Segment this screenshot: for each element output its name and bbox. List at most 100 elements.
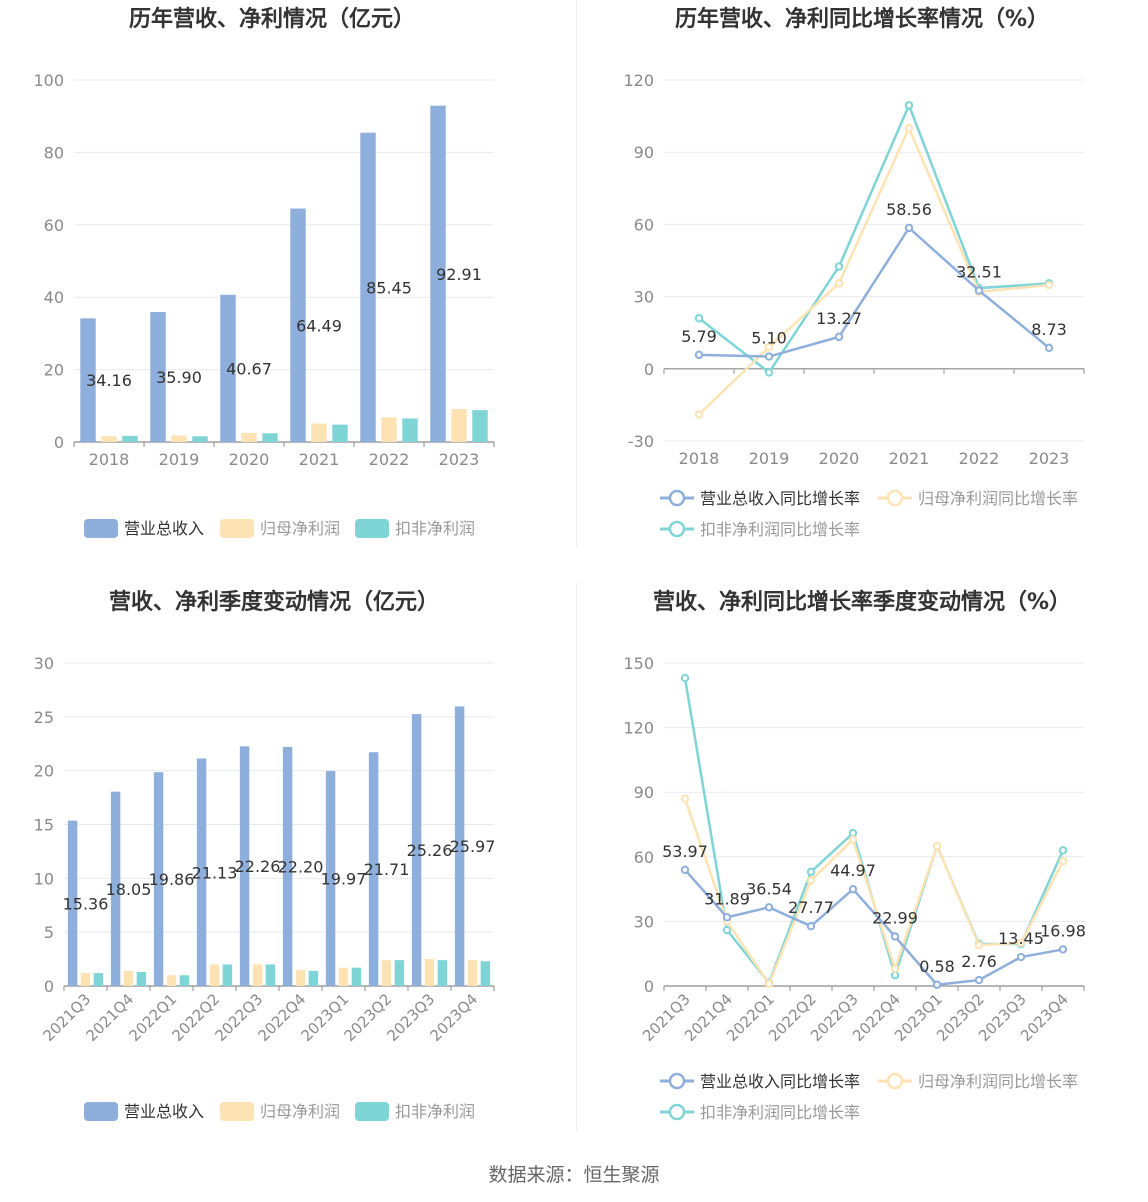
y-tick-label: 0: [44, 977, 54, 996]
series-point: [694, 410, 704, 419]
bar: [467, 960, 478, 986]
bar: [222, 964, 233, 986]
legend-swatch: [668, 520, 686, 538]
series-point: [764, 352, 774, 361]
legend-label: 扣非净利润: [395, 519, 475, 538]
series-point: [806, 876, 816, 885]
bar-data-label: 35.90: [156, 368, 202, 387]
bar-data-label: 40.67: [226, 359, 272, 378]
legend-label: 营业总收入同比增长率: [700, 1072, 860, 1091]
y-tick-label: 120: [623, 71, 654, 90]
bar-data-label: 25.26: [407, 841, 453, 860]
y-tick-label: -30: [628, 432, 654, 451]
bar: [166, 975, 177, 986]
y-tick-label: 60: [634, 848, 654, 867]
legend-swatch: [886, 1072, 904, 1090]
legend-swatch: [668, 1103, 686, 1121]
bar: [262, 433, 278, 442]
chart-title: 营收、净利同比增长率季度变动情况（%）: [653, 589, 1071, 615]
legend-label: 营业总收入: [124, 519, 204, 538]
bar: [282, 746, 293, 986]
series-point: [890, 932, 900, 941]
line-data-label: 31.89: [704, 889, 750, 908]
bar: [360, 132, 376, 442]
x-tick-label: 2022: [959, 449, 1000, 468]
series-point: [764, 342, 774, 352]
legend-swatch: [668, 489, 686, 507]
x-tick-label: 2020: [819, 449, 860, 468]
bar: [295, 969, 306, 986]
series-point: [904, 123, 914, 133]
bar: [136, 972, 147, 986]
bar: [402, 418, 418, 442]
bar: [153, 772, 164, 986]
x-tick-label: 2023: [1029, 449, 1070, 468]
line-data-label: 13.27: [816, 309, 862, 328]
y-tick-label: 5: [44, 923, 54, 942]
y-tick-label: 60: [634, 215, 654, 234]
y-tick-label: 60: [44, 216, 64, 235]
line-data-label: 8.73: [1031, 320, 1067, 339]
bar: [381, 417, 397, 442]
legend-swatch: [886, 489, 904, 507]
x-tick-label: 2020: [229, 450, 270, 469]
bar: [325, 770, 336, 986]
bar: [239, 746, 250, 986]
line-data-label: 13.45: [998, 929, 1044, 948]
legend-label: 扣非净利润同比增长率: [700, 1103, 860, 1122]
bar-data-label: 64.49: [296, 316, 342, 335]
x-tick-label: 2021: [889, 449, 930, 468]
bar: [93, 973, 104, 986]
chart-title: 营收、净利季度变动情况（亿元）: [109, 589, 439, 615]
series-point: [890, 971, 900, 980]
y-tick-label: 0: [644, 977, 654, 996]
line-data-label: 22.99: [872, 908, 918, 927]
bar-data-label: 22.26: [235, 857, 281, 876]
bar: [150, 312, 166, 442]
x-tick-label: 2019: [159, 450, 200, 469]
bar: [332, 424, 348, 442]
legend-label: 归母净利润: [260, 1102, 340, 1121]
divider-top: [576, 0, 577, 548]
bar: [451, 409, 467, 442]
legend-swatch: [84, 519, 118, 538]
bar-data-label: 18.05: [106, 880, 152, 899]
y-tick-label: 30: [634, 912, 654, 931]
y-tick-label: 30: [34, 654, 54, 673]
bar: [80, 973, 91, 986]
y-tick-label: 0: [54, 433, 64, 452]
legend-swatch: [84, 1102, 118, 1121]
x-tick-label: 2023Q4: [427, 990, 482, 1045]
series-line: [683, 798, 1065, 987]
legend-label: 营业总收入: [124, 1102, 204, 1121]
bar-data-label: 15.36: [63, 894, 109, 913]
y-tick-label: 0: [644, 360, 654, 379]
series-point: [1016, 952, 1026, 962]
series-point: [890, 964, 900, 973]
panel-annual-growth: 历年营收、净利同比增长率情况（%） -30 0 30 60 90 120 2018 2019 20…: [576, 0, 1148, 583]
bar: [179, 975, 190, 986]
divider-bottom: [576, 583, 577, 1131]
bar: [454, 706, 465, 986]
legend-label: 归母净利润同比增长率: [918, 489, 1078, 508]
bar: [430, 105, 446, 442]
chart-quarterly-growth: 营收、净利同比增长率季度变动情况（%）03060901201502021Q320…: [623, 589, 1085, 1122]
x-tick-label: 2023: [439, 450, 480, 469]
line-data-label: 32.51: [956, 263, 1002, 282]
series-point: [848, 835, 858, 844]
bar: [381, 960, 392, 986]
bar-data-label: 25.97: [450, 837, 496, 856]
panel-quarterly-amounts: 营收、净利季度变动情况（亿元） 0 5 10 15 20 25 30 2021Q3 2021Q4 2…: [0, 583, 574, 1166]
bar-data-label: 85.45: [366, 278, 412, 297]
series-point: [834, 332, 844, 342]
data-source: 数据来源：恒生聚源: [488, 1164, 660, 1186]
line-data-label: 5.79: [681, 327, 717, 346]
y-tick-label: 100: [33, 71, 64, 90]
series-point: [1058, 945, 1068, 954]
series-point: [806, 867, 816, 877]
bar: [241, 432, 257, 442]
y-tick-label: 20: [44, 361, 64, 380]
series-point: [680, 794, 690, 803]
bar: [101, 436, 117, 442]
series-point: [904, 223, 914, 233]
